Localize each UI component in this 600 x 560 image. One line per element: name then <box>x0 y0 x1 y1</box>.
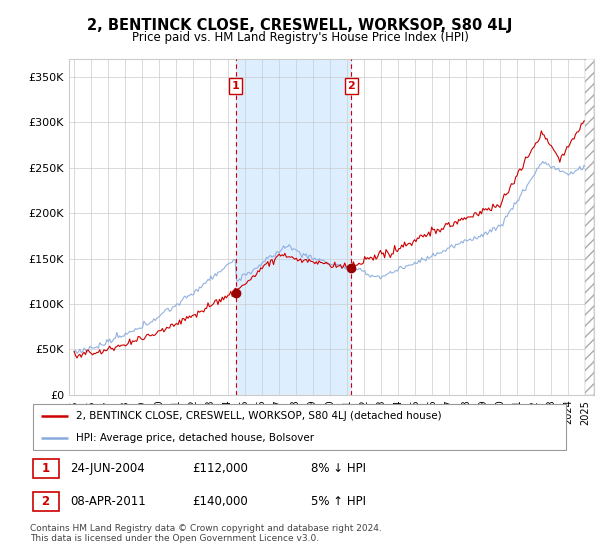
Text: 2: 2 <box>347 81 355 91</box>
Text: HPI: Average price, detached house, Bolsover: HPI: Average price, detached house, Bols… <box>76 433 314 443</box>
Text: 24-JUN-2004: 24-JUN-2004 <box>71 462 145 475</box>
Text: 08-APR-2011: 08-APR-2011 <box>71 495 146 508</box>
Bar <box>586 59 594 395</box>
Text: 1: 1 <box>232 81 239 91</box>
FancyBboxPatch shape <box>33 459 59 478</box>
Text: 2, BENTINCK CLOSE, CRESWELL, WORKSOP, S80 4LJ: 2, BENTINCK CLOSE, CRESWELL, WORKSOP, S8… <box>88 18 512 33</box>
Text: 1: 1 <box>41 462 50 475</box>
Text: 5% ↑ HPI: 5% ↑ HPI <box>311 495 366 508</box>
Text: £112,000: £112,000 <box>192 462 248 475</box>
Text: £140,000: £140,000 <box>192 495 248 508</box>
Text: 2: 2 <box>41 495 50 508</box>
FancyBboxPatch shape <box>33 404 566 450</box>
Text: Contains HM Land Registry data © Crown copyright and database right 2024.
This d: Contains HM Land Registry data © Crown c… <box>30 524 382 543</box>
FancyBboxPatch shape <box>33 492 59 511</box>
Text: 2, BENTINCK CLOSE, CRESWELL, WORKSOP, S80 4LJ (detached house): 2, BENTINCK CLOSE, CRESWELL, WORKSOP, S8… <box>76 411 442 421</box>
Text: Price paid vs. HM Land Registry's House Price Index (HPI): Price paid vs. HM Land Registry's House … <box>131 31 469 44</box>
Text: 8% ↓ HPI: 8% ↓ HPI <box>311 462 366 475</box>
Bar <box>236 59 352 395</box>
